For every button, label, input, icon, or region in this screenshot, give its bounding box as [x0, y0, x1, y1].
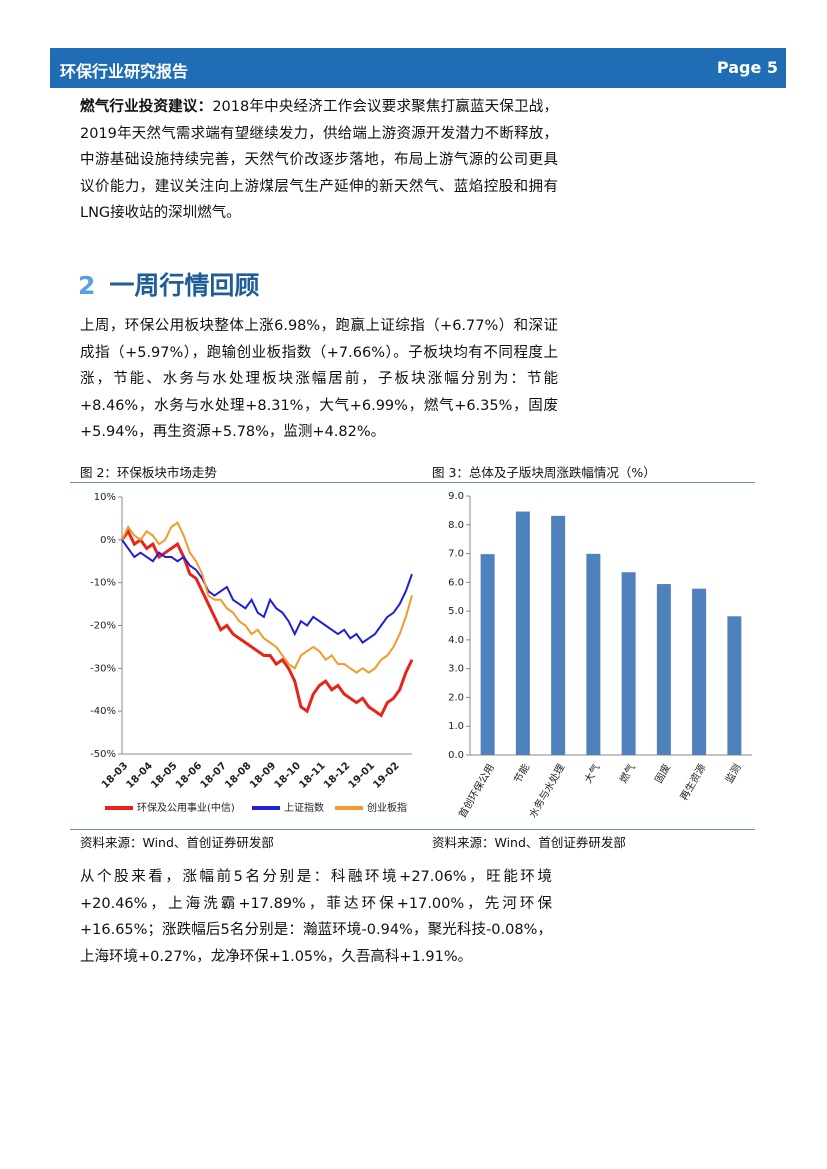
x-tick-label: 18-04 [125, 760, 155, 790]
paragraph: 上周，环保公用板块整体上涨6.98%，跑赢上证综指（+6.77%）和深证成指（+… [80, 318, 558, 440]
y-tick-label: 5.0 [448, 606, 464, 617]
y-tick-label: 0.0 [448, 750, 464, 761]
section-number: 2 [78, 271, 96, 300]
bar-chart: 0.0 1.0 2.0 3.0 4.0 5.0 6.0 7.0 8.0 9.0 首创环保公用 节能水务… [448, 491, 752, 820]
y-tick-label: -20% [90, 621, 116, 632]
x-tick-label: 固废 [652, 762, 673, 786]
bar [621, 572, 636, 755]
header-title: 环保行业研究报告 [60, 62, 189, 81]
x-tick-label: 首创环保公用 [456, 762, 497, 820]
bar [586, 553, 601, 755]
y-tick-label: 8.0 [448, 520, 464, 531]
data-line [121, 539, 413, 645]
y-tick-label: 7.0 [448, 549, 464, 560]
figure-caption: 图 2：环保板块市场走势 [80, 465, 217, 480]
x-tick-label: 燃气 [617, 762, 638, 786]
x-tick-label: 18-10 [273, 760, 303, 790]
y-tick-label: 2.0 [448, 692, 464, 703]
x-tick-label: 18-11 [297, 760, 327, 790]
x-tick-label: 18-03 [100, 760, 130, 790]
y-tick-label: -10% [90, 578, 116, 589]
figure-caption: 图 3：总体及子版块周涨跌幅情况（%） [432, 465, 656, 480]
bar [692, 588, 707, 755]
x-tick-label: 再生资源 [677, 762, 708, 803]
source: 资料来源：Wind、首创证券研发部 [80, 835, 274, 850]
lead: 燃气行业投资建议： [80, 99, 213, 115]
y-tick-label: 0% [100, 535, 116, 546]
source: 资料来源：Wind、首创证券研发部 [432, 835, 626, 850]
data-line [121, 521, 413, 674]
bar [480, 554, 495, 755]
y-tick-label: 4.0 [448, 635, 464, 646]
page-number: Page 5 [716, 58, 778, 77]
x-tick-label: 18-05 [149, 760, 179, 790]
paragraph: 从个股来看，涨幅前5名分别是：科融环境+27.06%，旺能环境+20.46%，上… [80, 869, 552, 965]
y-tick-label: 1.0 [448, 721, 464, 732]
text: 2018年中央经济工作会议要求聚焦打赢蓝天保卫战，2019年天然气需求端有望继续… [80, 99, 558, 221]
section-heading: 2 一周行情回顾 [78, 266, 259, 302]
bar [515, 511, 530, 755]
bar [656, 584, 671, 755]
section-title: 一周行情回顾 [109, 271, 260, 300]
y-tick-label: 10% [94, 492, 116, 503]
rule [70, 829, 755, 830]
legend-label: 上证指数 [284, 801, 324, 814]
x-tick-label: 水务与水处理 [526, 762, 567, 820]
paragraph: 燃气行业投资建议：2018年中央经济工作会议要求聚焦打赢蓝天保卫战，2019年天… [80, 94, 558, 227]
y-tick-label: -40% [90, 706, 116, 717]
y-tick-label: 9.0 [448, 491, 464, 502]
bar [727, 616, 742, 755]
x-tick-label: 18-06 [174, 760, 204, 790]
x-tick-label: 节能 [511, 762, 532, 786]
x-tick-label: 18-07 [199, 760, 229, 790]
bar [551, 515, 566, 755]
legend-label: 创业板指 [367, 801, 407, 814]
x-tick-label: 19-02 [371, 760, 401, 790]
x-tick-label: 监测 [722, 762, 743, 786]
y-tick-label: 3.0 [448, 664, 464, 675]
line-chart: 10% 0% -10% -20% -30% -40% -50%18-0318-0418-05… [90, 492, 414, 814]
header: 环保行业研究报告 Page 5 [50, 48, 786, 88]
data-line [120, 528, 414, 718]
x-tick-label: 19-01 [347, 760, 377, 790]
y-tick-label: -50% [90, 749, 116, 760]
x-tick-label: 大气 [581, 762, 602, 786]
y-tick-label: -30% [90, 663, 116, 674]
legend-label: 环保及公用事业(中信) [137, 801, 235, 814]
x-tick-label: 18-09 [248, 760, 278, 790]
x-tick-label: 18-12 [322, 760, 352, 790]
x-tick-label: 18-08 [223, 760, 253, 790]
rule [70, 482, 755, 483]
y-tick-label: 6.0 [448, 577, 464, 588]
